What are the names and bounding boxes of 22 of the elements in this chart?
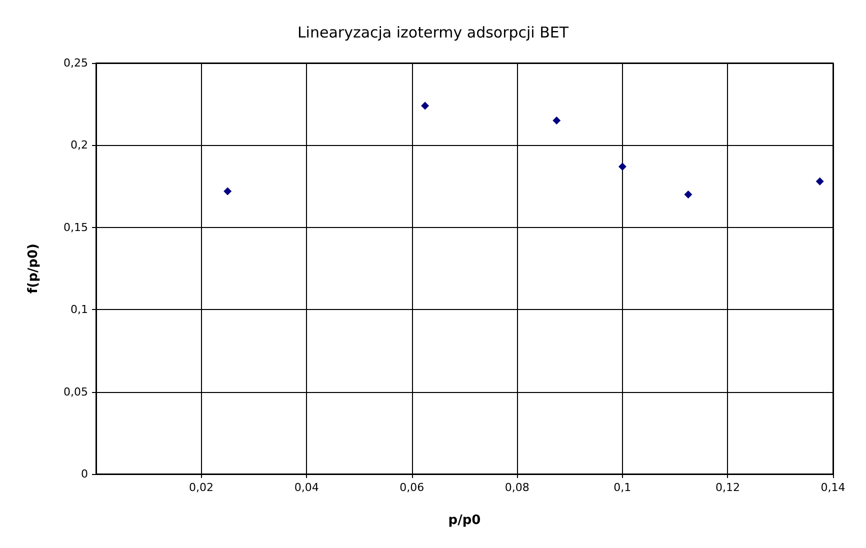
x-tick-label: 0,04 [294, 481, 319, 494]
y-tick-label: 0,1 [70, 303, 88, 316]
x-axis-title: p/p0 [448, 513, 481, 528]
y-tick-label: 0,2 [70, 138, 88, 152]
x-tick-label: 0,08 [504, 481, 530, 494]
x-tick-label: 0,12 [715, 481, 740, 494]
y-tick-label: 0,05 [64, 385, 88, 398]
point [224, 187, 232, 196]
point [421, 102, 430, 110]
chart-title: Linearyzacja izotermy adsorpcji BET [297, 24, 570, 42]
point [684, 190, 692, 199]
x-tick-label: 0,02 [189, 481, 214, 494]
point [816, 177, 824, 186]
x-tick-label: 0,06 [400, 481, 424, 494]
point [618, 162, 626, 171]
y-tick-label: 0,15 [64, 220, 88, 234]
y-tick-label: 0 [81, 468, 88, 480]
x-tick-label: 0,14 [820, 481, 846, 494]
x-tick-label: 0,1 [614, 481, 632, 494]
point [552, 116, 561, 125]
y-tick-label: 0,25 [64, 56, 88, 70]
y-axis-title: f(p/p0) [26, 244, 41, 294]
